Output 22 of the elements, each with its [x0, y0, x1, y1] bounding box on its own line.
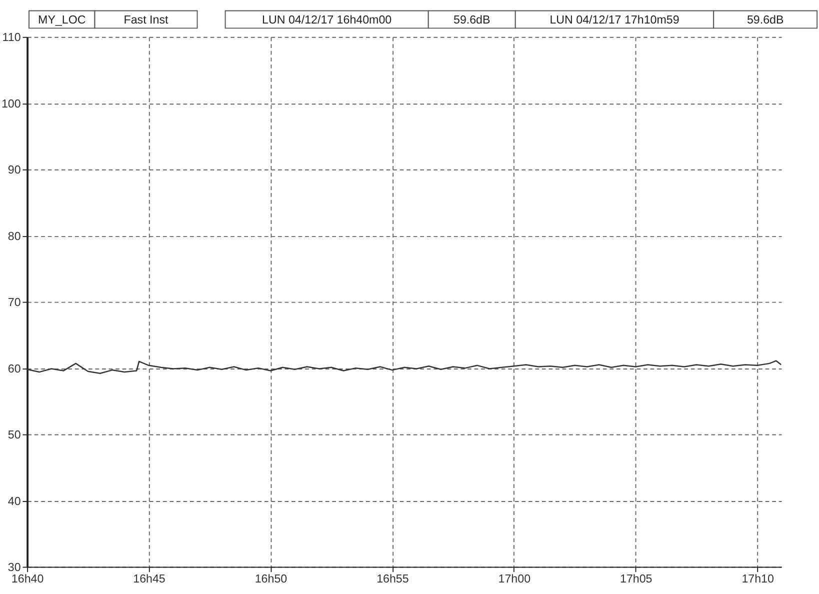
y-tick-label: 110 [2, 31, 21, 44]
text: 59.6dB [453, 13, 491, 26]
text: LUN 04/12/17 17h10m59 [550, 13, 680, 26]
y-tick-label: 70 [8, 296, 21, 310]
y-tick-label: 90 [8, 164, 21, 177]
y-tick-label: 60 [8, 362, 21, 376]
text: MY_LOC [38, 13, 86, 26]
x-tick-label: 16h50 [254, 572, 288, 586]
text: Fast Inst [124, 13, 170, 26]
y-tick-label: 80 [8, 230, 21, 243]
x-tick-label: 16h40 [11, 572, 44, 586]
x-tick-label: 17h05 [620, 572, 652, 586]
y-tick-label: 30 [8, 561, 21, 574]
x-tick-label: 17h10 [742, 572, 774, 586]
text: 59.6dB [746, 13, 784, 26]
y-tick-label: 50 [8, 428, 21, 442]
text: LUN 04/12/17 16h40m00 [262, 13, 392, 26]
x-tick-label: 16h55 [376, 572, 409, 586]
y-tick-label: 100 [1, 97, 21, 110]
x-tick-label: 16h45 [133, 572, 166, 586]
x-tick-label: 17h00 [498, 572, 531, 586]
y-tick-label: 40 [8, 494, 21, 508]
